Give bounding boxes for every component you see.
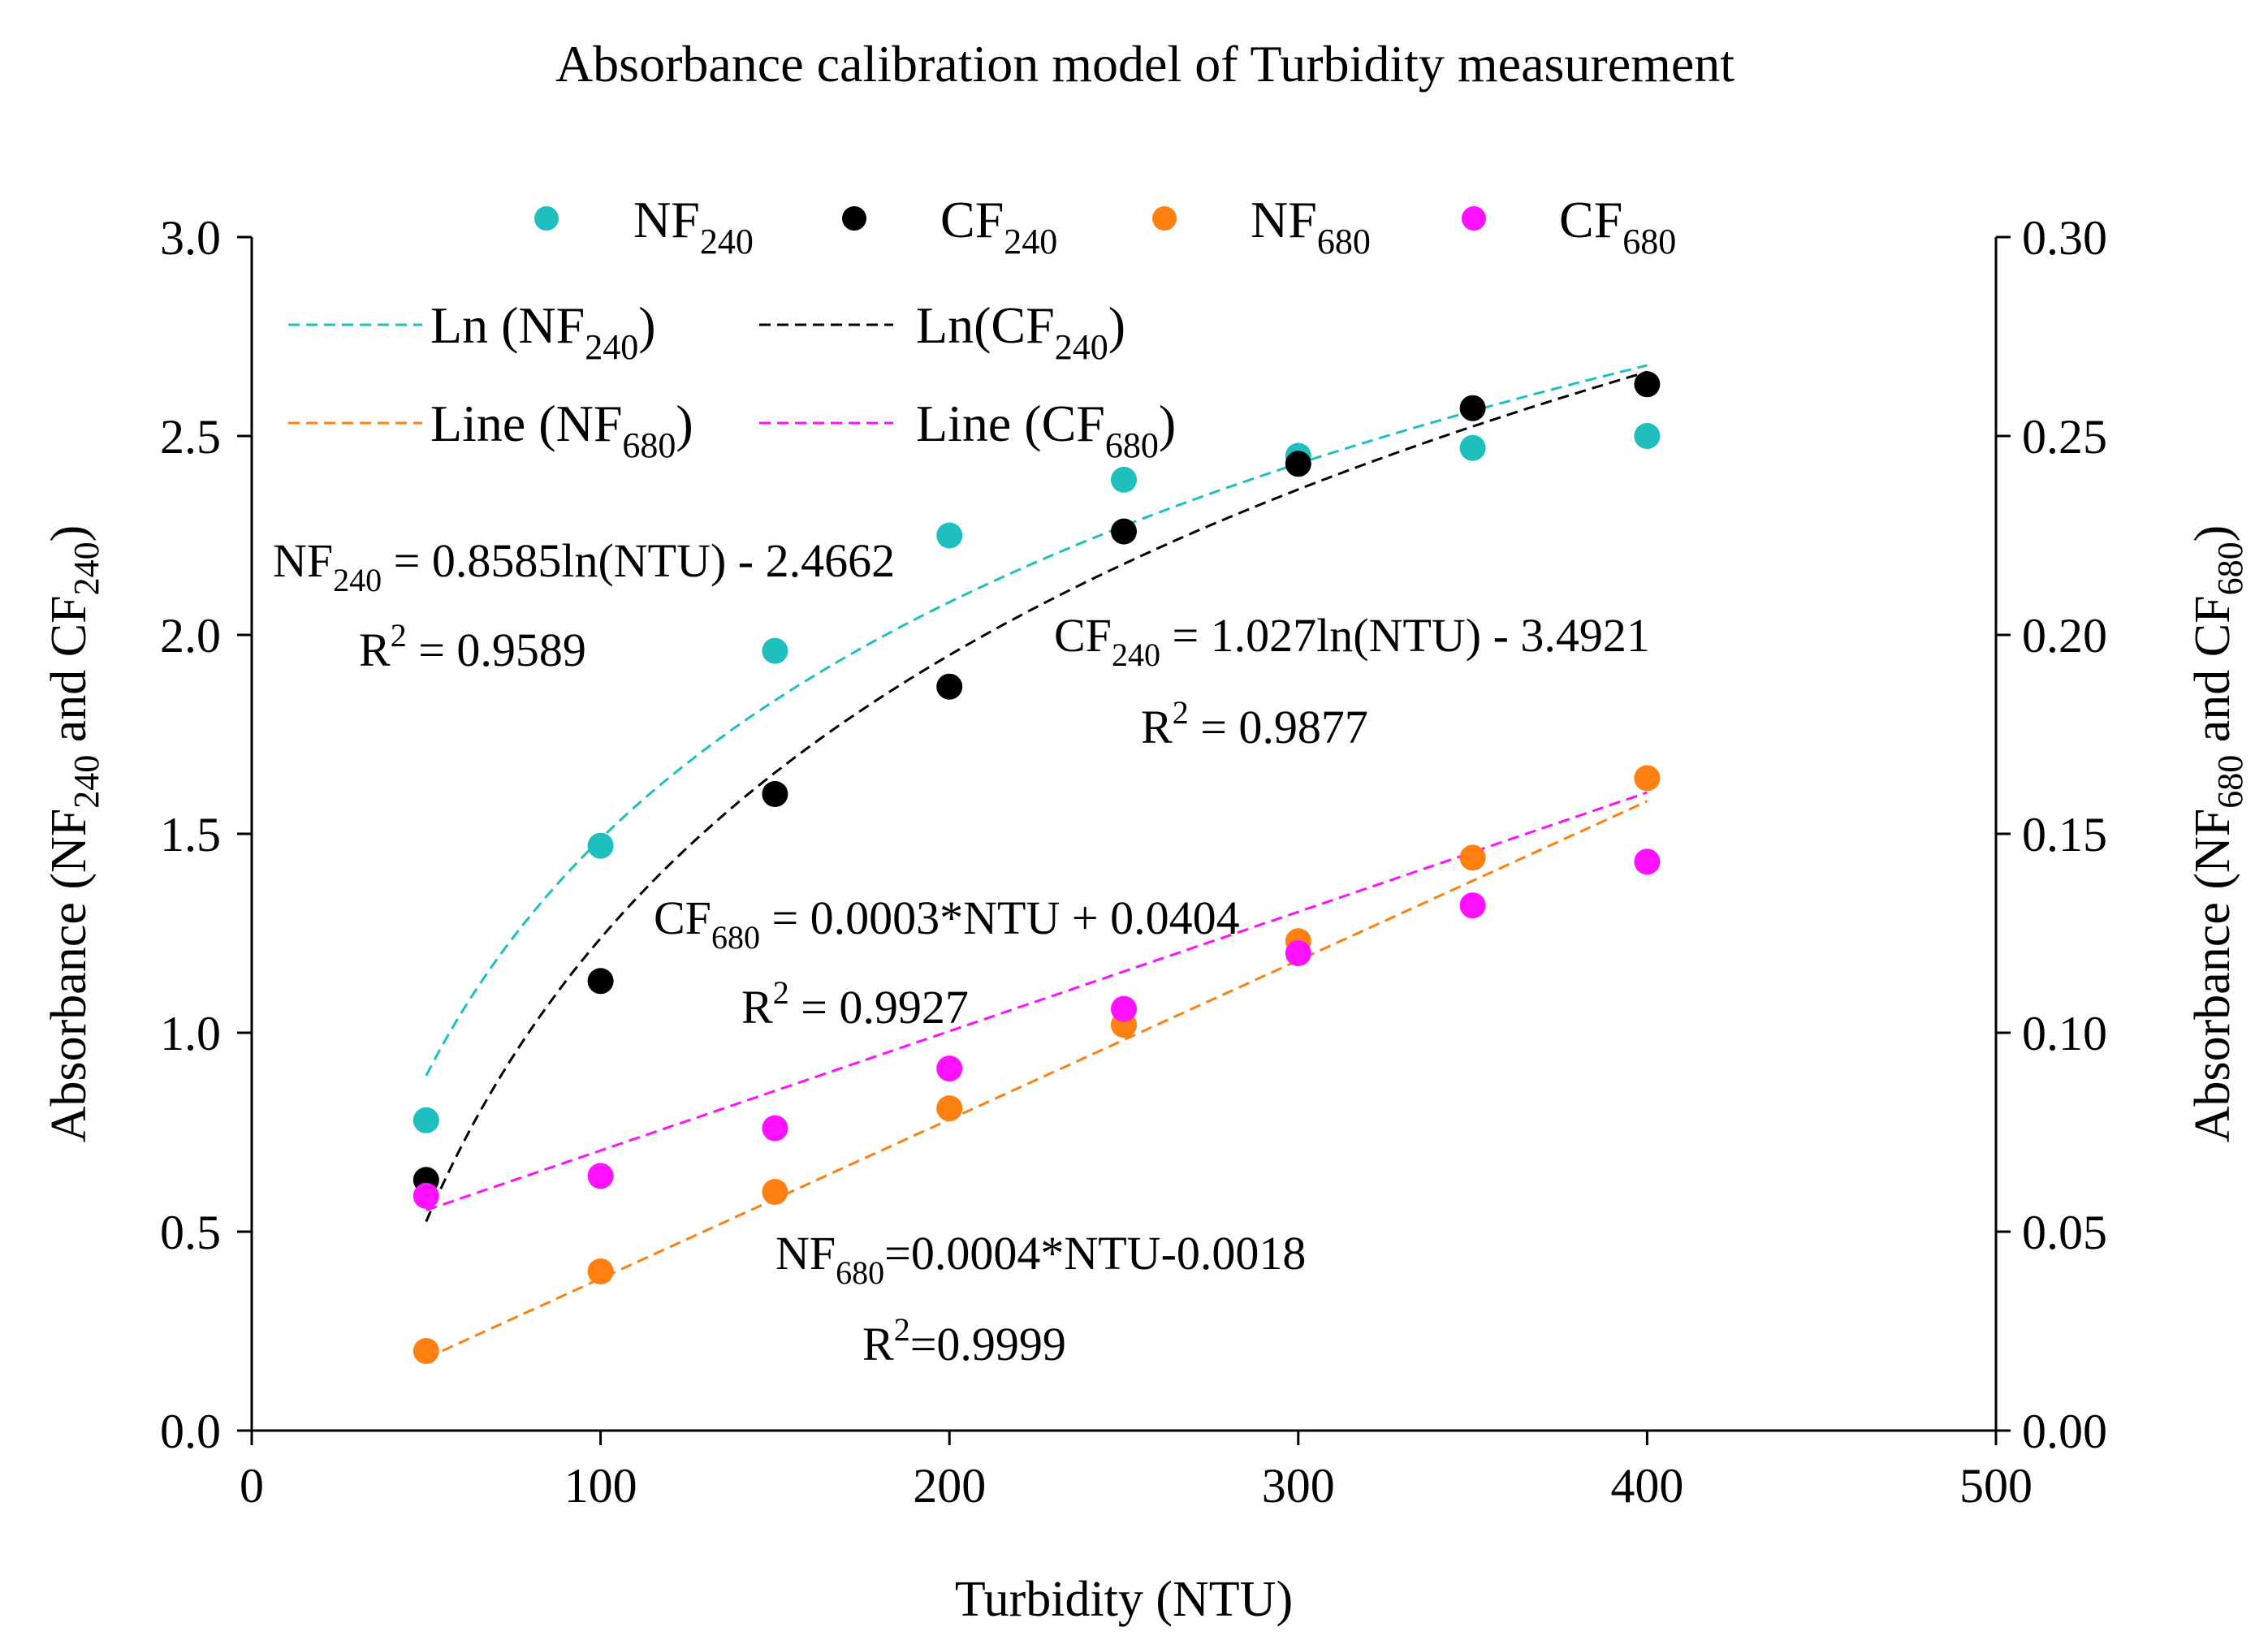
y-tick-label-left: 0.5 — [160, 1206, 221, 1259]
x-tick-label: 200 — [913, 1459, 986, 1513]
annotation-nf680-r2: R2=0.9999 — [862, 1311, 1066, 1371]
point-cf680 — [1285, 940, 1311, 966]
y-tick-label-left: 1.0 — [160, 1007, 221, 1060]
point-nf240 — [1111, 466, 1137, 493]
point-nf240 — [762, 637, 788, 664]
svg-text:Line (CF680): Line (CF680) — [916, 395, 1176, 465]
x-ticks: 0 100 200 300 400 500 — [240, 1431, 2033, 1513]
annotation-nf680-equation: NF680=0.0004*NTU-0.0018 — [775, 1227, 1306, 1291]
point-cf240 — [936, 673, 963, 700]
y-axis-label-right: Absorbance (NF680 and CF680) — [2185, 525, 2250, 1143]
y-tick-label-left: 0.0 — [160, 1405, 221, 1458]
legend-item-line-nf680: Line (NF680) — [288, 395, 693, 465]
point-cf240 — [587, 968, 614, 995]
point-cf680 — [413, 1182, 439, 1209]
svg-text:Line (NF680): Line (NF680) — [430, 395, 693, 465]
y-tick-label-left: 1.5 — [160, 808, 221, 861]
point-nf240 — [587, 832, 614, 859]
fit-line-line-cf680 — [426, 791, 1648, 1211]
y-tick-label-right: 0.00 — [2022, 1405, 2107, 1458]
point-cf240 — [1459, 395, 1486, 421]
point-nf240 — [1459, 434, 1486, 461]
point-nf680 — [413, 1338, 439, 1364]
y-tick-label-right: 0.05 — [2022, 1206, 2107, 1259]
y-ticks-right: 0.00 0.05 0.10 0.15 0.20 0.25 0.30 — [1996, 211, 2107, 1458]
annotation-cf680-equation: CF680 = 0.0003*NTU + 0.0404 — [654, 891, 1240, 956]
y-axis-label-left: Absorbance (NF240 and CF240) — [41, 525, 106, 1143]
markers — [413, 371, 1661, 1364]
x-axis-label: Turbidity (NTU) — [955, 1572, 1293, 1627]
point-cf680 — [1634, 848, 1661, 875]
y-tick-label-right: 0.15 — [2022, 808, 2107, 861]
point-nf680 — [1459, 844, 1486, 871]
annotation-cf240-r2: R2 = 0.9877 — [1141, 694, 1368, 753]
legend-marker-cf680 — [1462, 206, 1486, 231]
point-nf680 — [762, 1179, 788, 1205]
annotation-cf240-equation: CF240 = 1.027ln(NTU) - 3.4921 — [1054, 609, 1650, 673]
legend-item-cf680: CF680 — [1462, 191, 1676, 261]
y-tick-label-right: 0.10 — [2022, 1007, 2107, 1060]
y-tick-label-right: 0.20 — [2022, 609, 2107, 663]
annotation-nf240-r2: R2 = 0.9589 — [359, 617, 586, 676]
point-cf680 — [762, 1115, 788, 1142]
point-cf680 — [587, 1163, 614, 1189]
fit-line-ln-cf240 — [425, 370, 1648, 1223]
fit-line-line-nf680 — [426, 800, 1648, 1360]
point-nf680 — [936, 1095, 963, 1122]
point-cf240 — [762, 781, 788, 807]
y-tick-label-left: 2.0 — [160, 609, 221, 663]
point-nf680 — [1634, 765, 1661, 792]
point-cf680 — [1459, 892, 1486, 919]
x-tick-label: 0 — [240, 1459, 264, 1513]
legend-marker-cf240 — [842, 206, 866, 231]
svg-text:NF240: NF240 — [633, 191, 754, 261]
y-ticks-left: 0.0 0.5 1.0 1.5 2.0 2.5 3.0 — [160, 211, 252, 1458]
annotations: NF240 = 0.8585ln(NTU) - 2.4662 R2 = 0.95… — [273, 534, 1650, 1371]
chart-title: Absorbance calibration model of Turbidit… — [555, 35, 1734, 93]
point-cf680 — [1111, 995, 1137, 1022]
svg-text:Ln (NF240): Ln (NF240) — [430, 296, 656, 367]
legend-item-ln-cf240: Ln(CF240) — [759, 296, 1125, 367]
legend-item-nf240: NF240 — [534, 191, 754, 261]
x-tick-label: 100 — [564, 1459, 637, 1513]
point-nf240 — [936, 522, 963, 549]
annotation-nf240-equation: NF240 = 0.8585ln(NTU) - 2.4662 — [273, 534, 895, 598]
svg-text:Ln(CF240): Ln(CF240) — [916, 296, 1125, 367]
point-cf240 — [1285, 451, 1311, 477]
legend: NF240 CF240 NF680 CF680 Ln (NF240) Ln(CF… — [288, 191, 1676, 465]
y-tick-label-left: 2.5 — [160, 410, 221, 464]
point-nf680 — [587, 1258, 614, 1284]
legend-item-ln-nf240: Ln (NF240) — [288, 296, 656, 367]
x-tick-label: 500 — [1959, 1459, 2033, 1513]
point-cf680 — [936, 1055, 963, 1082]
point-nf240 — [413, 1107, 439, 1133]
svg-text:NF680: NF680 — [1251, 191, 1371, 261]
point-cf240 — [1634, 371, 1661, 398]
svg-text:CF680: CF680 — [1559, 191, 1676, 261]
y-tick-label-right: 0.30 — [2022, 211, 2107, 265]
y-tick-label-left: 3.0 — [160, 211, 221, 265]
point-nf240 — [1634, 423, 1661, 449]
legend-item-line-cf680: Line (CF680) — [759, 395, 1176, 465]
fit-lines — [425, 364, 1648, 1360]
point-cf240 — [1111, 518, 1137, 545]
legend-marker-nf240 — [534, 206, 559, 231]
x-tick-label: 300 — [1262, 1459, 1335, 1513]
legend-marker-nf680 — [1152, 206, 1177, 231]
svg-text:CF240: CF240 — [940, 191, 1057, 261]
legend-item-nf680: NF680 — [1152, 191, 1371, 261]
x-tick-label: 400 — [1610, 1459, 1683, 1513]
y-tick-label-right: 0.25 — [2022, 410, 2107, 464]
annotation-cf680-r2: R2 = 0.9927 — [741, 974, 969, 1034]
fit-line-ln-nf240 — [425, 364, 1648, 1077]
legend-item-cf240: CF240 — [842, 191, 1057, 261]
